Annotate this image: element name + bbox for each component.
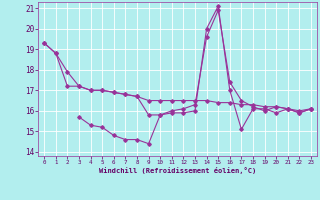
X-axis label: Windchill (Refroidissement éolien,°C): Windchill (Refroidissement éolien,°C) [99, 167, 256, 174]
